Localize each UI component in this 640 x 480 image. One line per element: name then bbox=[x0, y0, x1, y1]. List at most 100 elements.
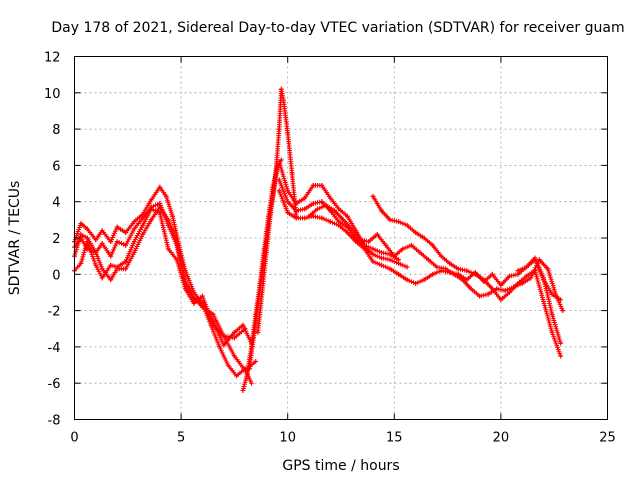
data-point bbox=[404, 277, 410, 283]
data-point bbox=[417, 250, 423, 255]
data-point bbox=[170, 213, 175, 219]
data-point bbox=[253, 359, 259, 364]
data-point bbox=[191, 300, 197, 306]
data-point bbox=[379, 208, 384, 214]
data-point bbox=[310, 201, 316, 206]
y-tick-label: 6 bbox=[52, 159, 60, 174]
data-point bbox=[498, 297, 504, 303]
data-point bbox=[485, 291, 491, 297]
x-tick-label: 25 bbox=[599, 431, 616, 446]
x-tick-label: 15 bbox=[386, 431, 403, 446]
data-point bbox=[396, 261, 401, 266]
series-arc-8 bbox=[306, 202, 566, 313]
data-point bbox=[289, 170, 295, 176]
data-point bbox=[217, 344, 222, 350]
data-point bbox=[545, 266, 551, 272]
data-point bbox=[240, 322, 246, 328]
data-point bbox=[78, 261, 84, 266]
data-point bbox=[379, 250, 384, 255]
data-point bbox=[131, 226, 137, 232]
data-point bbox=[362, 246, 367, 252]
data-point bbox=[404, 264, 410, 270]
data-point bbox=[182, 280, 188, 286]
x-tick-label: 20 bbox=[493, 431, 510, 446]
data-point bbox=[165, 246, 171, 252]
data-point bbox=[489, 271, 495, 277]
data-point bbox=[370, 246, 376, 252]
data-point bbox=[327, 195, 333, 201]
data-point bbox=[263, 250, 269, 255]
y-tick-label: 8 bbox=[52, 123, 60, 138]
data-point bbox=[387, 217, 393, 223]
data-point bbox=[99, 228, 105, 234]
data-point bbox=[532, 268, 538, 274]
data-point bbox=[174, 257, 180, 263]
data-point bbox=[413, 280, 419, 286]
series-markers bbox=[306, 202, 565, 311]
data-point bbox=[285, 188, 291, 194]
data-point bbox=[468, 286, 474, 292]
data-point bbox=[528, 275, 534, 281]
data-point bbox=[123, 242, 129, 248]
data-point bbox=[404, 222, 410, 228]
data-point bbox=[408, 242, 414, 248]
data-point bbox=[259, 290, 265, 295]
data-point bbox=[278, 86, 284, 92]
data-point bbox=[507, 273, 512, 279]
data-point bbox=[93, 262, 99, 268]
data-point bbox=[302, 215, 308, 221]
data-point bbox=[558, 353, 563, 359]
data-point bbox=[221, 342, 227, 348]
data-point bbox=[349, 226, 355, 232]
x-axis-label: GPS time / hours bbox=[282, 458, 399, 474]
data-point bbox=[302, 195, 308, 201]
data-point bbox=[93, 237, 99, 243]
data-point bbox=[319, 182, 325, 188]
data-point bbox=[438, 253, 444, 259]
series-arc-10 bbox=[515, 255, 563, 346]
data-point bbox=[225, 362, 231, 368]
data-point bbox=[391, 253, 397, 259]
data-point bbox=[413, 230, 419, 235]
data-point bbox=[344, 230, 350, 235]
data-point bbox=[366, 239, 372, 245]
data-point bbox=[232, 329, 237, 335]
chart-title: Day 178 of 2021, Sidereal Day-to-day VTE… bbox=[51, 20, 624, 36]
data-point bbox=[472, 271, 478, 277]
data-point bbox=[549, 329, 555, 335]
data-point bbox=[327, 219, 333, 225]
data-point bbox=[447, 261, 453, 266]
data-point bbox=[268, 210, 274, 215]
data-point bbox=[460, 277, 465, 283]
data-point bbox=[84, 246, 90, 252]
data-point bbox=[519, 280, 525, 286]
data-point bbox=[240, 388, 246, 393]
data-point bbox=[251, 335, 256, 341]
data-point bbox=[148, 217, 154, 223]
data-point bbox=[524, 273, 529, 279]
data-point bbox=[200, 293, 205, 299]
data-point bbox=[319, 215, 325, 221]
data-point bbox=[336, 222, 342, 228]
data-point bbox=[396, 219, 401, 225]
data-point bbox=[515, 280, 521, 286]
data-point bbox=[426, 257, 431, 263]
data-point bbox=[276, 177, 282, 183]
data-point bbox=[319, 199, 325, 205]
data-point bbox=[293, 201, 299, 206]
data-point bbox=[131, 250, 137, 255]
data-point bbox=[541, 275, 546, 281]
data-point bbox=[246, 366, 252, 372]
series-markers bbox=[72, 206, 246, 341]
y-tick-label: -8 bbox=[48, 414, 61, 429]
y-tick-label: 12 bbox=[44, 51, 61, 66]
data-point bbox=[114, 239, 120, 245]
data-point bbox=[242, 326, 248, 332]
x-tick-label: 10 bbox=[279, 431, 296, 446]
data-point bbox=[221, 333, 227, 339]
data-point bbox=[370, 193, 376, 199]
data-point bbox=[549, 311, 555, 317]
data-point bbox=[108, 262, 114, 268]
data-point bbox=[421, 235, 427, 241]
